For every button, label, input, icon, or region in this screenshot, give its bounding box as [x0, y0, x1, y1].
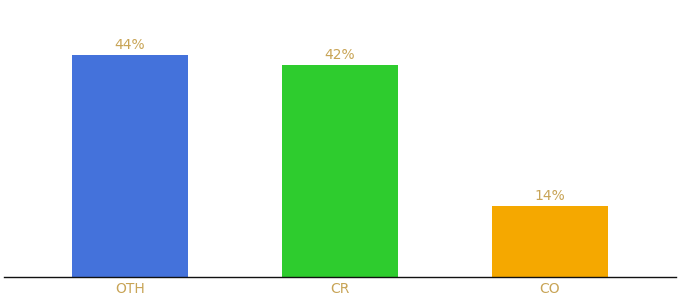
- Text: 44%: 44%: [115, 38, 146, 52]
- Bar: [282, 65, 398, 277]
- Text: 42%: 42%: [324, 48, 356, 62]
- Text: 14%: 14%: [534, 189, 565, 203]
- Bar: [492, 206, 608, 277]
- Bar: [72, 55, 188, 277]
